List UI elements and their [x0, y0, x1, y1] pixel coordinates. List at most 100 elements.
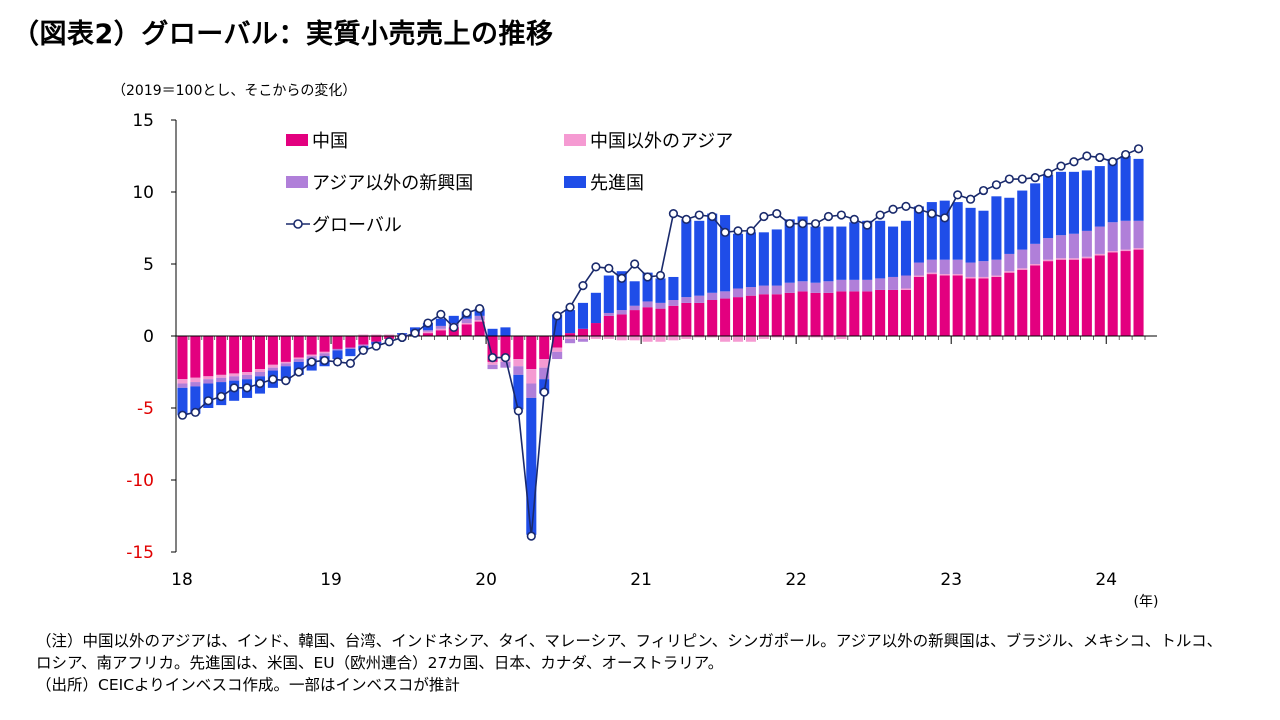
- bar-china: [216, 336, 227, 375]
- bar-asia_ex_china: [900, 288, 912, 290]
- bar-china: [293, 336, 304, 358]
- bar-em_ex_asia: [616, 310, 627, 315]
- bar-china: [900, 289, 912, 336]
- legend-label-asia_ex_china: 中国以外のアジア: [590, 131, 733, 152]
- global-line-layer: [177, 144, 1144, 541]
- bar-china: [500, 336, 511, 358]
- global-point: [668, 209, 679, 219]
- global-point: [1004, 174, 1014, 184]
- bar-asia_ex_china: [603, 336, 614, 339]
- bar-asia_ex_china: [991, 275, 1002, 277]
- bar-em_ex_asia: [797, 281, 808, 292]
- note-line-2: ロシア、南アフリカ。先進国は、米国、EU（欧州連合）27カ国、日本、カナダ、オー…: [36, 654, 724, 672]
- bar-china: [1094, 255, 1105, 336]
- bar-advanced: [732, 233, 744, 289]
- bar-china: [810, 292, 821, 336]
- bar-china: [1068, 259, 1079, 336]
- bar-china: [254, 336, 266, 370]
- bar-em_ex_asia: [862, 279, 873, 292]
- bar-em_ex_asia: [694, 295, 705, 303]
- bar-em_ex_asia: [771, 285, 782, 295]
- bar-asia_ex_china: [720, 336, 731, 342]
- bar-asia_ex_china: [216, 374, 227, 378]
- bar-asia_ex_china: [629, 336, 640, 341]
- global-point: [810, 219, 821, 229]
- global-point: [397, 332, 407, 343]
- bar-china: [616, 314, 627, 336]
- bar-china: [939, 275, 950, 336]
- bar-china: [1017, 269, 1028, 336]
- global-point: [255, 378, 265, 389]
- bar-china: [319, 336, 330, 352]
- bar-advanced: [629, 281, 640, 306]
- bar-advanced: [668, 276, 679, 300]
- note-line-1: （注）中国以外のアジアは、インド、韓国、台湾、インドネシア、タイ、マレーシア、フ…: [36, 632, 1223, 650]
- bar-em_ex_asia: [681, 297, 692, 303]
- bar-asia_ex_china: [642, 336, 653, 342]
- global-point: [836, 210, 846, 220]
- bar-asia_ex_china: [526, 369, 537, 384]
- bar-advanced: [694, 220, 705, 296]
- bar-china: [629, 310, 640, 336]
- bar-advanced: [707, 213, 718, 293]
- bar-china: [758, 294, 769, 336]
- bar-china: [526, 336, 537, 370]
- bar-china: [513, 336, 524, 360]
- bar-china: [771, 294, 782, 336]
- bar-em_ex_asia: [435, 325, 446, 329]
- bar-em_ex_asia: [758, 285, 769, 295]
- bar-em_ex_asia: [732, 288, 744, 298]
- bar-asia_ex_china: [267, 364, 278, 368]
- bar-advanced: [513, 374, 524, 410]
- bar-china: [978, 278, 989, 336]
- bar-china: [888, 289, 899, 336]
- bar-asia_ex_china: [1094, 253, 1105, 256]
- bar-em_ex_asia: [1107, 222, 1118, 252]
- bar-china: [1043, 261, 1054, 336]
- x-tick-label: 23: [940, 570, 962, 590]
- global-point: [229, 383, 239, 393]
- bar-china: [875, 289, 886, 336]
- bar-asia_ex_china: [590, 336, 601, 339]
- global-point: [1017, 174, 1027, 184]
- global-point: [1030, 173, 1040, 183]
- legend-swatch-em_ex_asia: [286, 176, 308, 188]
- global-point: [1069, 157, 1079, 167]
- legend-swatch-advanced: [564, 176, 586, 188]
- bar-advanced: [913, 206, 924, 263]
- global-point: [823, 211, 834, 222]
- bar-china: [862, 291, 873, 336]
- global-point: [707, 211, 717, 222]
- bar-asia_ex_china: [254, 369, 266, 372]
- bar-em_ex_asia: [461, 318, 472, 324]
- global-point: [552, 311, 562, 321]
- bar-asia_ex_china: [1055, 258, 1067, 260]
- bar-em_ex_asia: [965, 262, 976, 277]
- bar-advanced: [642, 272, 653, 302]
- bar-china: [642, 307, 653, 336]
- bar-asia_ex_china: [242, 372, 253, 375]
- bar-advanced: [203, 383, 214, 408]
- bar-em_ex_asia: [603, 312, 614, 316]
- bar-asia_ex_china: [1120, 249, 1131, 252]
- bar-china: [1120, 251, 1131, 336]
- bar-advanced: [539, 379, 550, 394]
- bar-em_ex_asia: [358, 344, 369, 347]
- bar-advanced: [888, 226, 899, 277]
- bar-em_ex_asia: [849, 279, 860, 292]
- bar-asia_ex_china: [758, 336, 769, 339]
- bar-asia_ex_china: [1043, 259, 1054, 262]
- y-tick-label: 15: [132, 111, 154, 131]
- bar-china: [565, 333, 576, 336]
- bar-advanced: [526, 397, 537, 535]
- bar-asia_ex_china: [771, 336, 782, 338]
- legend-label-em_ex_asia: アジア以外の新興国: [312, 173, 473, 194]
- bar-em_ex_asia: [745, 287, 756, 296]
- bar-advanced: [577, 302, 589, 329]
- global-point: [901, 201, 911, 211]
- legend-label-advanced: 先進国: [590, 173, 644, 194]
- global-point: [617, 273, 627, 284]
- y-unit-label: （2019＝100とし、そこからの変化）: [112, 83, 357, 99]
- bar-asia_ex_china: [913, 275, 924, 277]
